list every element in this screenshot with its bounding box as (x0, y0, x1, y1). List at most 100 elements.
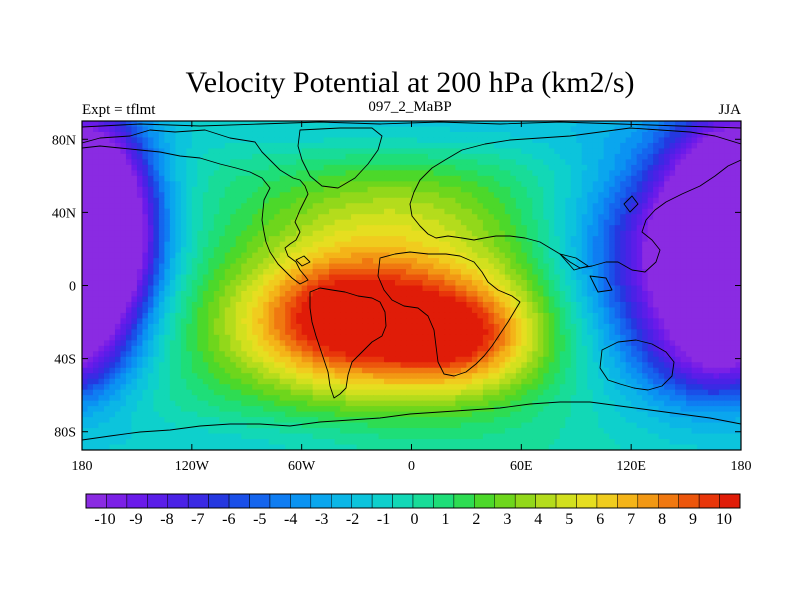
heatmap-cell (411, 241, 418, 248)
heatmap-cell (532, 131, 539, 139)
heatmap-cell (92, 186, 100, 193)
heatmap-cell (98, 312, 105, 319)
heatmap-cell (620, 301, 627, 309)
heatmap-cell (252, 197, 259, 204)
heatmap-cell (592, 280, 599, 287)
heatmap-cell (268, 307, 275, 314)
heatmap-cell (416, 274, 424, 281)
heatmap-cell (592, 137, 599, 144)
heatmap-cell (307, 329, 314, 336)
heatmap-cell (680, 258, 687, 265)
heatmap-cell (691, 263, 698, 270)
heatmap-cell (411, 301, 418, 309)
heatmap-cell (598, 126, 605, 133)
heatmap-cell (340, 296, 347, 303)
heatmap-cell (598, 137, 605, 144)
heatmap-cell (708, 181, 715, 188)
heatmap-cell (532, 323, 539, 330)
heatmap-cell (708, 197, 715, 204)
heatmap-cell (252, 263, 259, 270)
heatmap-cell (147, 285, 154, 292)
heatmap-cell (515, 241, 522, 248)
heatmap-cell (422, 312, 429, 319)
heatmap-cell (389, 258, 396, 265)
heatmap-cell (164, 280, 171, 287)
heatmap-cell (395, 285, 402, 292)
heatmap-cell (378, 329, 385, 336)
heatmap-cell (515, 340, 522, 347)
heatmap-cell (631, 214, 638, 221)
heatmap-cell (158, 137, 165, 144)
heatmap-cell (620, 170, 627, 177)
heatmap-cell (488, 181, 495, 188)
heatmap-cell (307, 312, 314, 319)
heatmap-cell (175, 285, 182, 292)
heatmap-cell (559, 247, 566, 254)
heatmap-cell (307, 219, 314, 226)
heatmap-cell (125, 203, 133, 210)
heatmap-cell (543, 170, 550, 177)
heatmap-cell (329, 170, 336, 177)
heatmap-cell (180, 334, 187, 341)
heatmap-cell (147, 263, 154, 270)
heatmap-cell (537, 219, 544, 226)
heatmap-cell (565, 247, 572, 254)
heatmap-cell (147, 334, 154, 341)
heatmap-cell (526, 192, 533, 199)
heatmap-cell (197, 274, 204, 281)
heatmap-cell (477, 219, 484, 226)
heatmap-cell (416, 159, 424, 166)
heatmap-cell (603, 208, 610, 215)
heatmap-cell (351, 192, 358, 199)
heatmap-cell (587, 159, 594, 166)
heatmap-cell (263, 131, 270, 139)
heatmap-cell (460, 329, 468, 336)
heatmap-cell (142, 164, 149, 171)
heatmap-cell (252, 126, 259, 133)
heatmap-cell (268, 285, 275, 292)
heatmap-cell (735, 318, 741, 325)
heatmap-cell (373, 181, 380, 188)
heatmap-cell (114, 241, 122, 248)
heatmap-cell (224, 329, 231, 336)
heatmap-cell (455, 181, 462, 188)
heatmap-cell (493, 197, 500, 204)
heatmap-cell (499, 241, 506, 248)
heatmap-cell (103, 121, 111, 128)
heatmap-cell (730, 197, 737, 204)
heatmap-cell (416, 186, 424, 193)
heatmap-cell (389, 208, 396, 215)
heatmap-cell (356, 258, 363, 265)
heatmap-cell (103, 236, 111, 243)
heatmap-cell (136, 131, 144, 139)
heatmap-cell (296, 203, 303, 210)
heatmap-cell (664, 230, 671, 237)
heatmap-cell (378, 203, 385, 210)
heatmap-cell (202, 318, 209, 325)
heatmap-cell (169, 318, 176, 325)
heatmap-cell (526, 290, 533, 298)
heatmap-cell (631, 175, 638, 182)
heatmap-cell (587, 269, 594, 276)
heatmap-cell (587, 247, 594, 254)
heatmap-cell (587, 329, 594, 336)
heatmap-cell (290, 203, 297, 210)
heatmap-cell (515, 296, 522, 303)
heatmap-cell (307, 269, 314, 276)
heatmap-cell (158, 345, 165, 352)
heatmap-cell (559, 280, 566, 287)
heatmap-cell (263, 148, 270, 155)
heatmap-cell (455, 236, 462, 243)
heatmap-cell (702, 137, 709, 144)
heatmap-cell (526, 258, 533, 265)
heatmap-cell (691, 214, 698, 221)
heatmap-cell (455, 280, 462, 287)
heatmap-cell (208, 318, 215, 325)
heatmap-cell (351, 181, 358, 188)
heatmap-cell (367, 274, 374, 281)
heatmap-cell (334, 301, 341, 309)
heatmap-cell (609, 148, 616, 155)
heatmap-cell (559, 329, 566, 336)
heatmap-cell (131, 323, 138, 330)
heatmap-cell (395, 197, 402, 204)
